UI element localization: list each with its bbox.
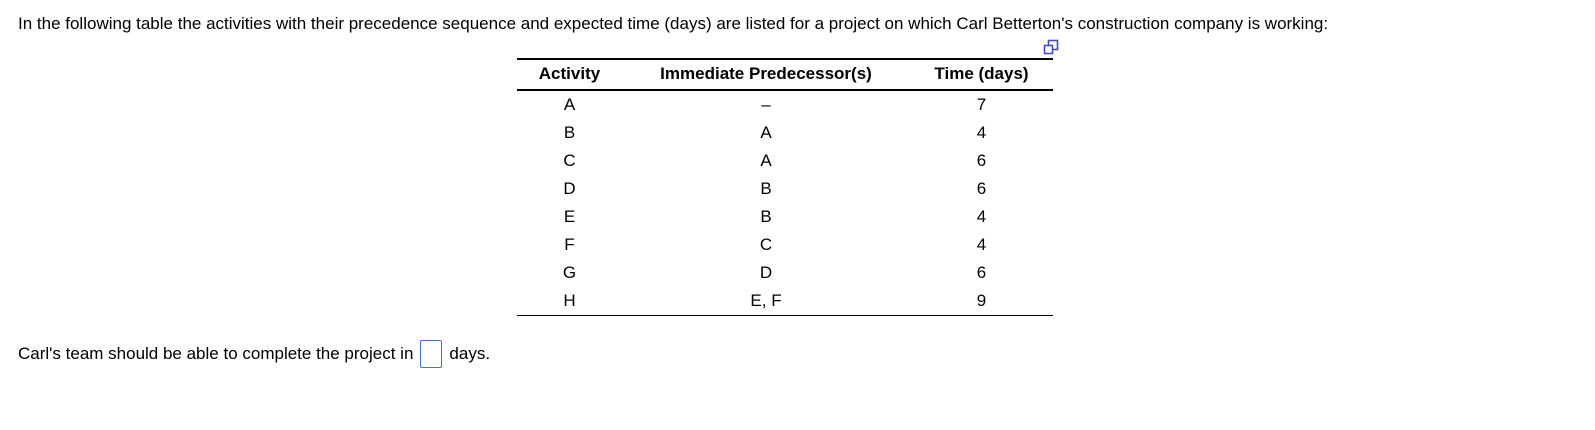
table-row: D B 6 <box>517 175 1053 203</box>
time-cell: 6 <box>976 151 987 170</box>
predecessor-cell: B <box>760 207 772 226</box>
table-row: A – 7 <box>517 90 1053 119</box>
predecessor-cell: D <box>759 263 773 282</box>
time-cell: 9 <box>976 291 987 310</box>
table-row: G D 6 <box>517 259 1053 287</box>
time-cell: 7 <box>976 95 987 114</box>
predecessor-cell: A <box>760 151 772 170</box>
predecessor-cell: – <box>761 95 771 114</box>
col-header-activity: Activity <box>517 59 622 91</box>
table-icon-row <box>517 39 1059 56</box>
question-page: In the following table the activities wi… <box>18 14 1595 368</box>
activity-cell: A <box>563 95 576 114</box>
predecessor-cell: A <box>760 123 772 142</box>
time-cell: 4 <box>976 123 987 142</box>
activity-cell: F <box>564 235 575 254</box>
predecessor-cell: C <box>759 235 773 254</box>
table-row: F C 4 <box>517 231 1053 259</box>
popout-table-icon[interactable] <box>1043 39 1059 55</box>
col-header-predecessors: Immediate Predecessor(s) <box>622 59 910 91</box>
table-row: B A 4 <box>517 119 1053 147</box>
answer-prefix: Carl's team should be able to complete t… <box>18 344 414 363</box>
time-cell: 6 <box>976 179 987 198</box>
table-area: Activity Immediate Predecessor(s) Time (… <box>517 39 1059 316</box>
activity-cell: D <box>563 179 576 198</box>
time-cell: 4 <box>976 207 987 226</box>
activity-table: Activity Immediate Predecessor(s) Time (… <box>517 58 1053 316</box>
activity-cell: C <box>563 151 576 170</box>
question-text: In the following table the activities wi… <box>18 14 1329 33</box>
answer-suffix: days. <box>449 344 491 363</box>
table-row: C A 6 <box>517 147 1053 175</box>
activity-cell: G <box>562 263 577 282</box>
table-row: H E, F 9 <box>517 287 1053 316</box>
activity-cell: E <box>563 207 576 226</box>
predecessor-cell: E, F <box>750 291 782 310</box>
answer-input[interactable] <box>420 340 443 368</box>
activity-cell: B <box>563 123 576 142</box>
time-cell: 6 <box>976 263 987 282</box>
predecessor-cell: B <box>760 179 772 198</box>
col-header-time: Time (days) <box>910 59 1053 91</box>
time-cell: 4 <box>976 235 987 254</box>
answer-line: Carl's team should be able to complete t… <box>18 340 1595 368</box>
table-header-row: Activity Immediate Predecessor(s) Time (… <box>517 59 1053 91</box>
table-row: E B 4 <box>517 203 1053 231</box>
activity-cell: H <box>563 291 576 310</box>
